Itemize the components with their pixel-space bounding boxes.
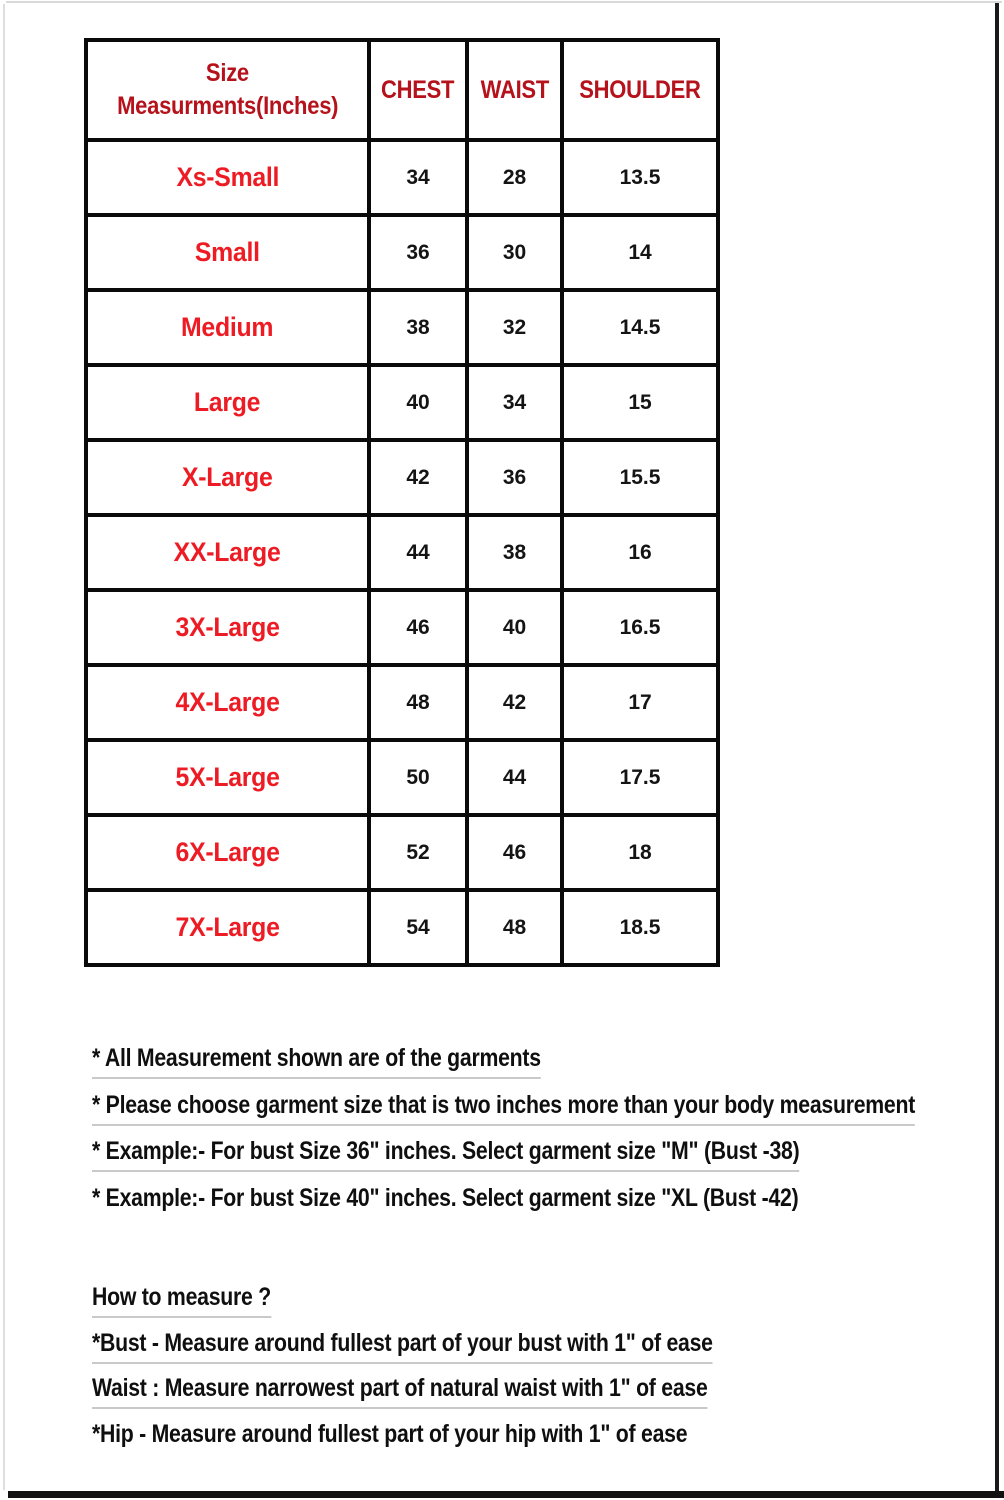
note-all-measurements: * All Measurement shown are of the garme… — [92, 1044, 541, 1079]
waist-cell: 32 — [465, 288, 564, 367]
shoulder-cell: 17 — [560, 663, 720, 742]
waist-cell: 42 — [465, 663, 564, 742]
table-row: Medium 38 32 14.5 — [84, 288, 720, 367]
size-cell: 6X-Large — [84, 813, 371, 892]
page-border-right — [995, 3, 999, 1495]
how-to-measure-title: How to measure ? — [92, 1283, 822, 1329]
table-row: Small 36 30 14 — [84, 213, 720, 292]
how-to-measure-waist: Waist : Measure narrowest part of natura… — [92, 1374, 822, 1420]
size-cell: Xs-Small — [84, 138, 371, 217]
size-cell: XX-Large — [84, 513, 371, 592]
shoulder-cell: 14 — [560, 213, 720, 292]
size-cell: 4X-Large — [84, 663, 371, 742]
header-waist: WAIST — [465, 38, 564, 142]
chest-cell: 38 — [367, 288, 469, 367]
chest-cell: 54 — [367, 888, 469, 967]
header-size-line2: Measurments(Inches) — [116, 92, 339, 120]
shoulder-cell: 18.5 — [560, 888, 720, 967]
chest-cell: 52 — [367, 813, 469, 892]
shoulder-cell: 13.5 — [560, 138, 720, 217]
table-row: 5X-Large 50 44 17.5 — [84, 738, 720, 817]
table-row: 6X-Large 52 46 18 — [84, 813, 720, 892]
waist-cell: 28 — [465, 138, 564, 217]
how-to-measure-bust: *Bust - Measure around fullest part of y… — [92, 1329, 822, 1375]
table-header-row: Size Measurments(Inches) CHEST WAIST SHO… — [84, 38, 720, 142]
shoulder-cell: 18 — [560, 813, 720, 892]
waist-cell: 30 — [465, 213, 564, 292]
note-line: * Example:- For bust Size 36" inches. Se… — [92, 1137, 1004, 1184]
table-row: Large 40 34 15 — [84, 363, 720, 442]
size-cell: 3X-Large — [84, 588, 371, 667]
shoulder-cell: 15.5 — [560, 438, 720, 517]
size-measurement-table: Size Measurments(Inches) CHEST WAIST SHO… — [84, 38, 720, 967]
chest-cell: 50 — [367, 738, 469, 817]
how-to-measure-hip: *Hip - Measure around fullest part of yo… — [92, 1419, 688, 1448]
header-shoulder: SHOULDER — [560, 38, 720, 142]
page-border-bottom — [8, 1491, 1004, 1498]
table-row: 3X-Large 46 40 16.5 — [84, 588, 720, 667]
note-example-40: * Example:- For bust Size 40" inches. Se… — [92, 1183, 799, 1212]
table-row: 7X-Large 54 48 18.5 — [84, 888, 720, 967]
chest-cell: 40 — [367, 363, 469, 442]
size-cell: 5X-Large — [84, 738, 371, 817]
waist-cell: 38 — [465, 513, 564, 592]
header-size-line1: Size — [206, 59, 249, 87]
note-line: * All Measurement shown are of the garme… — [92, 1044, 1004, 1091]
waist-cell: 48 — [465, 888, 564, 967]
chest-cell: 34 — [367, 138, 469, 217]
table-row: Xs-Small 34 28 13.5 — [84, 138, 720, 217]
table-row: 4X-Large 48 42 17 — [84, 663, 720, 742]
page-border-left — [3, 4, 5, 1490]
header-size-measurements: Size Measurments(Inches) — [84, 38, 371, 142]
chest-cell: 42 — [367, 438, 469, 517]
waist-cell: 40 — [465, 588, 564, 667]
size-cell: Medium — [84, 288, 371, 367]
chest-cell: 48 — [367, 663, 469, 742]
chest-cell: 46 — [367, 588, 469, 667]
shoulder-cell: 15 — [560, 363, 720, 442]
note-line: * Example:- For bust Size 40" inches. Se… — [92, 1184, 1004, 1231]
shoulder-cell: 16.5 — [560, 588, 720, 667]
waist-cell: 34 — [465, 363, 564, 442]
waist-cell: 46 — [465, 813, 564, 892]
size-cell: Small — [84, 213, 371, 292]
size-cell: Large — [84, 363, 371, 442]
waist-cell: 44 — [465, 738, 564, 817]
table-row: X-Large 42 36 15.5 — [84, 438, 720, 517]
waist-cell: 36 — [465, 438, 564, 517]
chest-cell: 44 — [367, 513, 469, 592]
note-choose-size: * Please choose garment size that is two… — [92, 1091, 915, 1126]
note-line: * Please choose garment size that is two… — [92, 1091, 1004, 1138]
table-row: XX-Large 44 38 16 — [84, 513, 720, 592]
header-chest: CHEST — [367, 38, 469, 142]
shoulder-cell: 17.5 — [560, 738, 720, 817]
shoulder-cell: 14.5 — [560, 288, 720, 367]
shoulder-cell: 16 — [560, 513, 720, 592]
how-to-measure-section: How to measure ? *Bust - Measure around … — [92, 1283, 822, 1465]
note-example-36: * Example:- For bust Size 36" inches. Se… — [92, 1137, 800, 1172]
measurement-notes: * All Measurement shown are of the garme… — [92, 1044, 1004, 1230]
size-cell: X-Large — [84, 438, 371, 517]
size-cell: 7X-Large — [84, 888, 371, 967]
page-border-top — [6, 1, 1002, 3]
chest-cell: 36 — [367, 213, 469, 292]
